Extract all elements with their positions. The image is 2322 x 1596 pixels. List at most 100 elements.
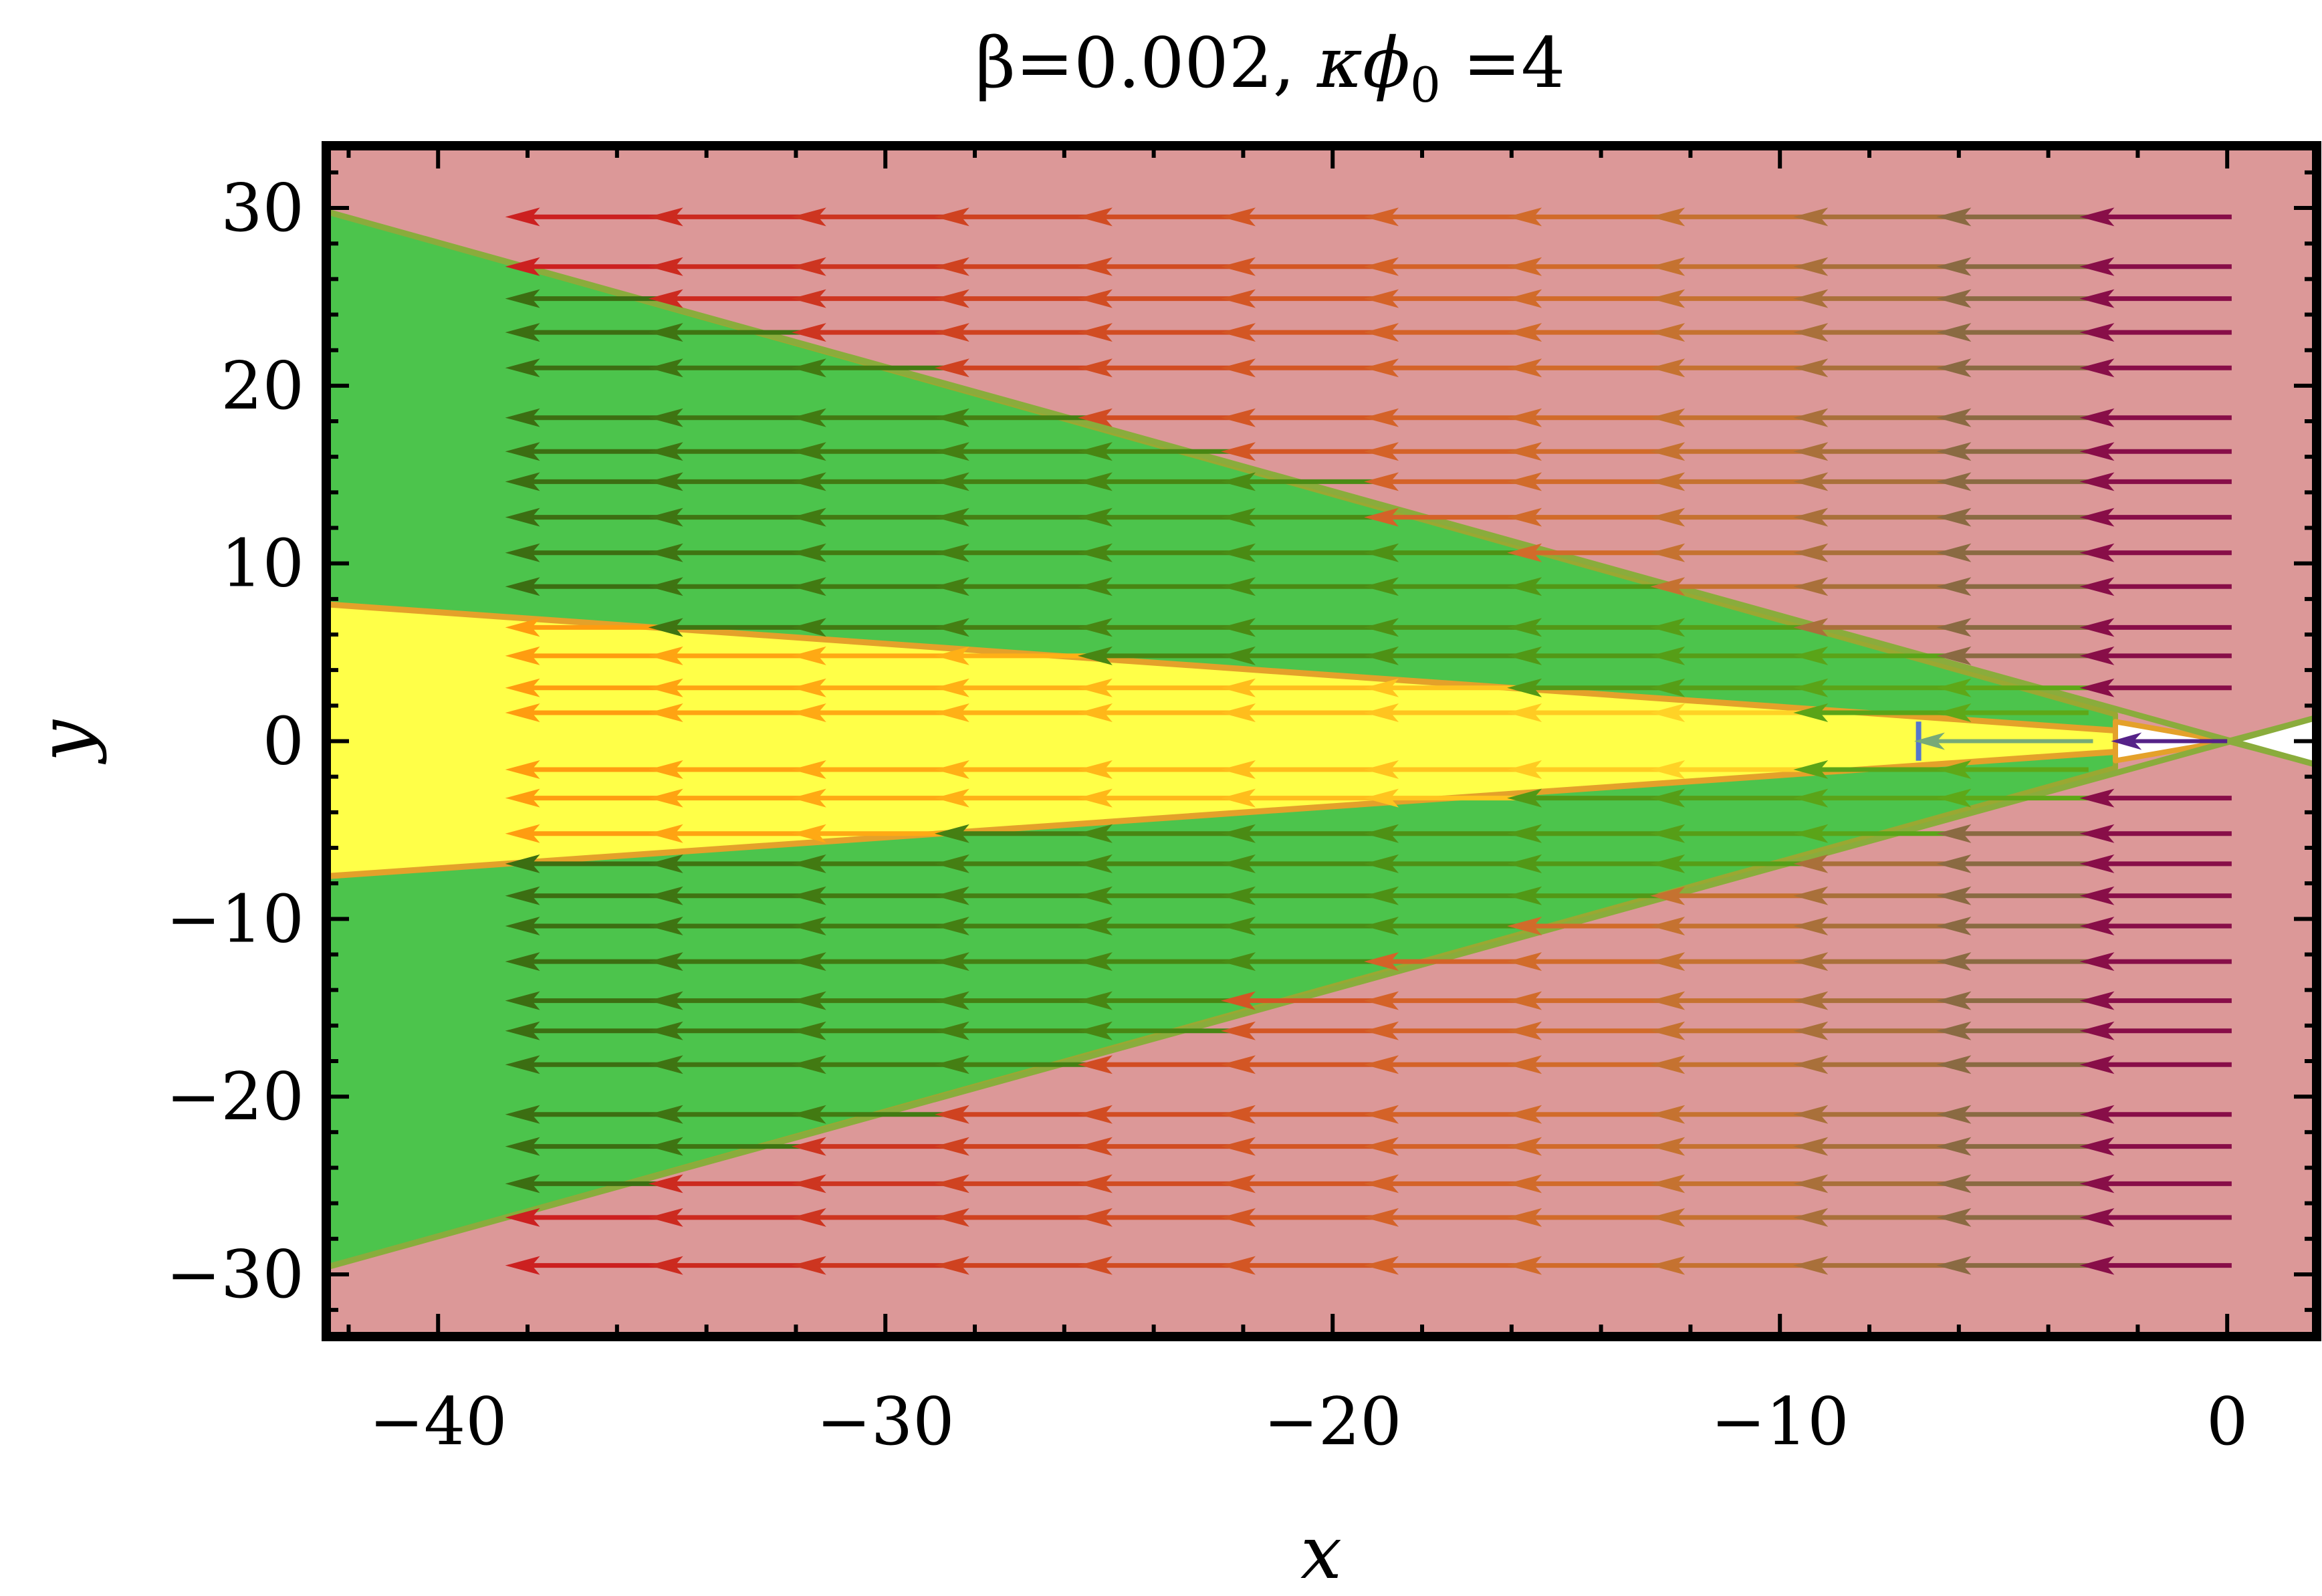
vector-arrow	[1793, 760, 1946, 780]
vector-arrow	[791, 408, 944, 427]
vector-arrow	[2079, 358, 2232, 378]
vector-arrow	[1220, 207, 1373, 227]
vector-arrow	[1364, 207, 1516, 227]
vector-arrow	[1507, 760, 1659, 780]
vector-arrow	[2079, 1137, 2232, 1156]
vector-arrow	[1936, 678, 2089, 697]
vector-arrow	[505, 916, 658, 935]
vector-arrow	[2079, 678, 2232, 697]
vector-arrow	[1650, 646, 1803, 665]
vector-arrow	[2079, 507, 2232, 527]
vector-arrow	[505, 618, 658, 637]
vector-arrow	[1364, 1105, 1516, 1124]
vector-arrow	[505, 323, 658, 342]
vector-arrow	[1650, 1256, 1803, 1275]
vector-arrow	[1364, 991, 1516, 1010]
vector-arrow	[934, 1105, 1087, 1124]
vector-arrow	[1793, 788, 1946, 808]
vector-arrow	[648, 1208, 801, 1227]
vector-arrow	[505, 1105, 658, 1124]
vector-arrow	[1077, 257, 1230, 276]
vector-arrow	[1077, 886, 1230, 905]
vector-arrow	[1220, 543, 1373, 562]
vector-arrow	[2079, 1208, 2232, 1227]
x-tick-labels: −40 −30 −20 −10 0	[369, 1384, 2248, 1460]
vector-arrow	[791, 886, 944, 905]
vector-arrow	[1364, 543, 1516, 562]
vector-arrow	[1220, 824, 1373, 843]
vector-arrow	[1936, 257, 2089, 276]
vector-arrow	[505, 1021, 658, 1040]
x-tick-label: 0	[2206, 1384, 2248, 1460]
title-kappa-phi: κϕ	[1316, 22, 1410, 104]
vector-arrow	[505, 854, 658, 873]
vector-arrow	[791, 618, 944, 637]
vector-arrow	[1220, 991, 1373, 1010]
vector-arrow	[1077, 472, 1230, 491]
vector-arrow	[1220, 1208, 1373, 1227]
vector-arrow	[648, 408, 801, 427]
vector-arrow	[1650, 952, 1803, 972]
vector-arrow	[791, 646, 944, 665]
vector-arrow	[1793, 1137, 1946, 1156]
vector-arrow	[648, 507, 801, 527]
vector-arrow	[1507, 507, 1659, 527]
vector-arrow	[1793, 543, 1946, 562]
title-subscript: 0	[1410, 57, 1441, 113]
vector-arrow	[648, 703, 801, 722]
vector-arrow	[1220, 886, 1373, 905]
vector-arrow	[2079, 1055, 2232, 1074]
vector-arrow	[791, 824, 944, 843]
vector-arrow	[1936, 916, 2089, 935]
y-tick-label: −20	[166, 1059, 304, 1135]
vector-arrow	[1077, 788, 1230, 808]
center-arrow	[2111, 732, 2228, 750]
vector-arrow	[648, 289, 801, 308]
vector-arrow	[1650, 824, 1803, 843]
vector-arrow	[2079, 854, 2232, 873]
vector-arrow	[1364, 1174, 1516, 1193]
vector-arrow	[2079, 257, 2232, 276]
vector-arrow	[1220, 577, 1373, 596]
vector-arrow	[1936, 289, 2089, 308]
vector-arrow	[505, 788, 658, 808]
vector-arrow	[648, 760, 801, 780]
vector-arrow	[934, 1021, 1087, 1040]
vector-arrow	[1077, 991, 1230, 1010]
y-tick-label: 20	[221, 348, 304, 425]
vector-arrow	[1936, 646, 2089, 665]
vector-arrow	[1220, 472, 1373, 491]
vector-arrow	[2079, 618, 2232, 637]
vector-arrow	[791, 289, 944, 308]
vector-arrow	[934, 577, 1087, 596]
x-tick-label: −20	[1264, 1384, 1402, 1460]
center-markers-layer	[1913, 721, 2228, 761]
vector-arrow	[1364, 442, 1516, 461]
vector-arrow	[505, 1055, 658, 1074]
vector-arrow	[1364, 886, 1516, 905]
vector-arrow	[1220, 1137, 1373, 1156]
vector-arrow	[505, 207, 658, 227]
vector-arrow	[1793, 323, 1946, 342]
vector-arrow	[1793, 678, 1946, 697]
vector-arrow	[505, 1208, 658, 1227]
vector-arrow	[1936, 760, 2089, 780]
vector-arrow	[505, 358, 658, 378]
vector-arrow	[1793, 952, 1946, 972]
chart-title: β=0.002, κϕ0 =4	[975, 22, 1565, 113]
vector-arrow	[791, 257, 944, 276]
vector-arrow	[1364, 678, 1516, 697]
vector-arrow	[791, 472, 944, 491]
vector-arrow	[934, 788, 1087, 808]
vector-arrow	[1650, 207, 1803, 227]
vector-arrow	[1936, 952, 2089, 972]
vector-arrow	[1220, 1105, 1373, 1124]
vector-arrow	[1793, 472, 1946, 491]
vector-arrow	[1077, 854, 1230, 873]
vector-arrow	[1936, 1174, 2089, 1193]
vector-arrow	[1507, 1174, 1659, 1193]
vector-arrow	[1793, 289, 1946, 308]
vector-arrow	[791, 760, 944, 780]
vector-arrow	[1650, 1174, 1803, 1193]
vector-arrow	[1650, 760, 1803, 780]
